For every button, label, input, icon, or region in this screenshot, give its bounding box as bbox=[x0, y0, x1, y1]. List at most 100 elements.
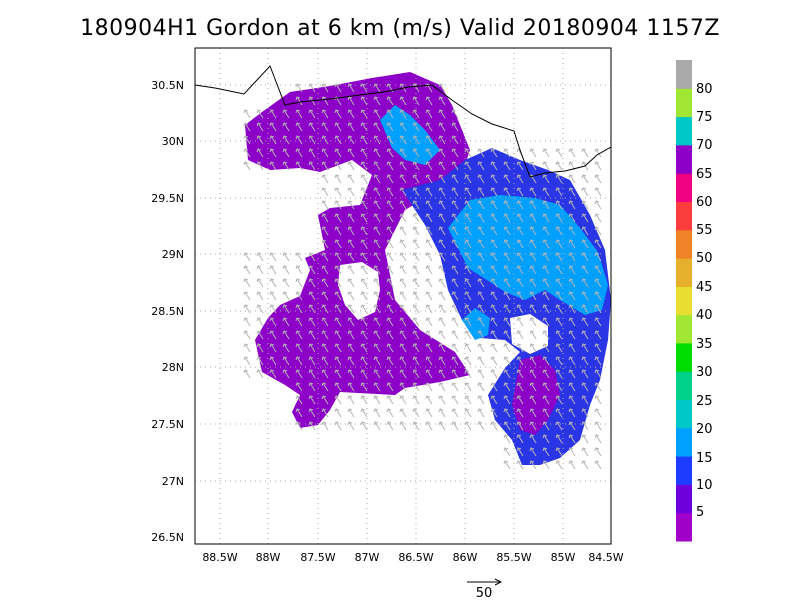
wind-vector bbox=[348, 174, 355, 184]
wind-vector-head bbox=[412, 356, 418, 361]
wind-vector bbox=[322, 408, 329, 418]
wind-vector bbox=[439, 161, 446, 171]
wind-vector-head bbox=[555, 317, 561, 322]
wind-vector bbox=[322, 343, 329, 353]
wind-vector-head bbox=[282, 291, 288, 296]
wind-vector-head bbox=[438, 304, 444, 309]
wind-vector bbox=[244, 148, 251, 158]
wind-vector bbox=[582, 148, 589, 158]
wind-vector-head bbox=[477, 356, 483, 361]
wind-vector bbox=[244, 278, 251, 288]
wind-vector-head bbox=[269, 252, 275, 257]
wind-vector bbox=[517, 161, 524, 171]
wind-vector-head bbox=[581, 447, 587, 452]
wind-vector bbox=[582, 421, 589, 431]
wind-vector bbox=[452, 382, 459, 392]
lat-tick-label: 29.5N bbox=[151, 192, 184, 205]
wind-vector bbox=[478, 330, 485, 340]
wind-vector bbox=[309, 122, 316, 132]
wind-vector-head bbox=[386, 395, 392, 400]
wind-vector-head bbox=[451, 317, 457, 322]
wind-vector-head bbox=[243, 356, 249, 361]
color-bar-swatch bbox=[676, 314, 692, 344]
wind-vector-head bbox=[568, 408, 574, 413]
wind-vector-head bbox=[438, 135, 444, 140]
lat-tick-label: 27.5N bbox=[151, 418, 184, 431]
wind-vector-head bbox=[490, 174, 496, 179]
wind-vector bbox=[582, 460, 589, 470]
wind-vector bbox=[413, 382, 420, 392]
wind-vector-head bbox=[438, 122, 444, 127]
wind-vector bbox=[595, 174, 602, 184]
wind-vector-head bbox=[347, 278, 353, 283]
wind-vector bbox=[543, 343, 550, 353]
wind-vector bbox=[374, 109, 381, 119]
wind-vector-head bbox=[425, 96, 431, 101]
wind-vector-head bbox=[282, 369, 288, 374]
wind-vector-head bbox=[464, 213, 470, 218]
wind-vector bbox=[504, 148, 511, 158]
wind-vector-head bbox=[529, 239, 535, 244]
wind-vector-head bbox=[490, 369, 496, 374]
wind-vector bbox=[530, 200, 537, 210]
wind-vector-head bbox=[464, 421, 470, 426]
wind-vector bbox=[348, 291, 355, 301]
wind-vector-head bbox=[386, 330, 392, 335]
wind-vector-head bbox=[386, 96, 392, 101]
wind-vector bbox=[530, 369, 537, 379]
wind-vector-head bbox=[542, 369, 548, 374]
wind-vector bbox=[322, 122, 329, 132]
wind-vector-head bbox=[360, 174, 366, 179]
wind-vector-head bbox=[438, 369, 444, 374]
wind-vector bbox=[257, 356, 264, 366]
wind-vector bbox=[387, 317, 394, 327]
wind-vector-head bbox=[412, 291, 418, 296]
wind-vector-head bbox=[438, 239, 444, 244]
wind-vector-head bbox=[399, 356, 405, 361]
wind-vector-head bbox=[464, 265, 470, 270]
wind-vector-head bbox=[594, 187, 600, 192]
wind-vector bbox=[504, 161, 511, 171]
wind-vector-head bbox=[503, 343, 509, 348]
wind-vector bbox=[478, 239, 485, 249]
wind-vector-head bbox=[438, 343, 444, 348]
wind-vector bbox=[309, 109, 316, 119]
wind-vector bbox=[465, 317, 472, 327]
wind-vector-head bbox=[282, 109, 288, 114]
wind-vector bbox=[517, 317, 524, 327]
wind-vector-head bbox=[516, 200, 522, 205]
wind-vector-head bbox=[594, 174, 600, 179]
wind-vector bbox=[452, 304, 459, 314]
wind-vector bbox=[595, 356, 602, 366]
wind-vector-head bbox=[438, 395, 444, 400]
wind-vector bbox=[361, 161, 368, 171]
wind-vector bbox=[517, 408, 524, 418]
wind-vector bbox=[413, 408, 420, 418]
color-bar-label: 30 bbox=[696, 365, 713, 380]
wind-vector bbox=[517, 226, 524, 236]
wind-vector bbox=[465, 395, 472, 405]
wind-vector bbox=[296, 265, 303, 275]
wind-vector bbox=[465, 343, 472, 353]
wind-vector bbox=[296, 330, 303, 340]
wind-vector-head bbox=[295, 109, 301, 114]
wind-vector-head bbox=[256, 252, 262, 257]
wind-vector bbox=[244, 161, 251, 171]
wind-vector-head bbox=[282, 304, 288, 309]
wind-vector bbox=[491, 421, 498, 431]
wind-vector-head bbox=[529, 226, 535, 231]
wind-vector bbox=[387, 109, 394, 119]
wind-vector bbox=[335, 291, 342, 301]
wind-vector bbox=[504, 447, 511, 457]
wind-vector bbox=[556, 265, 563, 275]
wind-vector bbox=[582, 200, 589, 210]
wind-vector-head bbox=[490, 304, 496, 309]
wind-vector-head bbox=[373, 226, 379, 231]
lon-tick-label: 87.5W bbox=[300, 551, 335, 564]
wind-vector bbox=[556, 356, 563, 366]
wind-vector-head bbox=[451, 161, 457, 166]
wind-vector bbox=[374, 83, 381, 93]
lon-tick-label: 85W bbox=[551, 551, 576, 564]
wind-vector-head bbox=[438, 109, 444, 114]
wind-vector bbox=[543, 434, 550, 444]
